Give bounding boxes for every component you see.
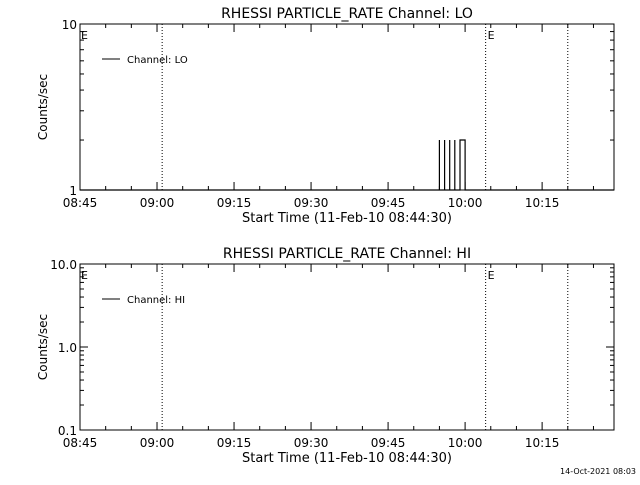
panel-2-y-tick-label: 10.0: [50, 258, 77, 272]
panel-2-legend-label: Channel: HI: [127, 295, 185, 306]
panel-2-event-marker-label: E: [488, 269, 495, 282]
panel-2-title: RHESSI PARTICLE_RATE Channel: HI: [223, 246, 471, 262]
panel-1-x-tick-label: 10:15: [525, 196, 560, 210]
panel-1-x-tick-label: 09:45: [371, 196, 406, 210]
panel-2-x-tick-label: 09:15: [217, 436, 252, 450]
panel-1-x-tick-label: 09:30: [294, 196, 329, 210]
panel-2-x-tick-label: 10:00: [448, 436, 483, 450]
panel-2-x-axis-label: Start Time (11-Feb-10 08:44:30): [242, 451, 452, 466]
panel-1-legend-label: Channel: LO: [127, 55, 188, 66]
panel-1-x-axis-label: Start Time (11-Feb-10 08:44:30): [242, 211, 452, 226]
panel-1-x-tick-label: 08:45: [63, 196, 98, 210]
panel-2-y-tick-label: 0.1: [58, 424, 77, 438]
panel-1-x-tick-label: 10:00: [448, 196, 483, 210]
panel-2-x-tick-label: 08:45: [63, 436, 98, 450]
panel-1-corner-marker: E: [81, 29, 88, 42]
panel-1-x-tick-label: 09:15: [217, 196, 252, 210]
panel-1-x-tick-label: 09:00: [140, 196, 175, 210]
panel-1-y-axis-label: Counts/sec: [36, 74, 50, 140]
panel-1-y-tick-label: 10: [62, 18, 77, 32]
panel-1-series-line: [80, 139, 614, 191]
panel-2-x-tick-label: 09:30: [294, 436, 329, 450]
panel-1-y-tick-label: 1: [69, 184, 77, 198]
panel-1-event-marker-label: E: [488, 29, 495, 42]
panel-2-x-tick-label: 09:00: [140, 436, 175, 450]
panel-2-x-tick-label: 10:15: [525, 436, 560, 450]
panel-2-corner-marker: E: [81, 269, 88, 282]
panel-1-title: RHESSI PARTICLE_RATE Channel: LO: [221, 6, 473, 22]
panel-2-x-tick-label: 09:45: [371, 436, 406, 450]
footer-timestamp: 14-Oct-2021 08:03: [560, 467, 636, 476]
panel-2-y-tick-label: 1.0: [58, 341, 77, 355]
panel-2-y-axis-label: Counts/sec: [36, 314, 50, 380]
